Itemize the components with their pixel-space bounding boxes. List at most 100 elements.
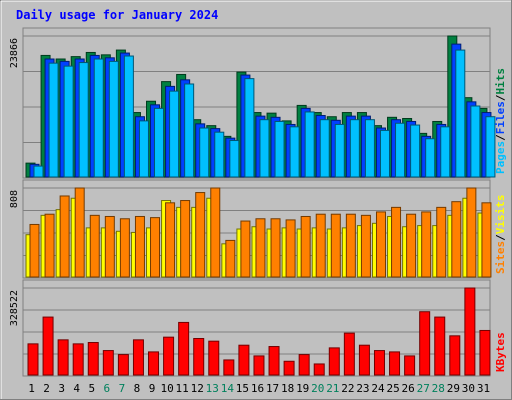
day-label-9: 9	[149, 382, 156, 395]
bar-sites-day-1	[29, 223, 40, 278]
day-label-13: 13	[206, 382, 219, 395]
day-label-5: 5	[88, 382, 95, 395]
bar-sites-day-20	[315, 213, 326, 278]
bar-pages-day-8	[138, 120, 149, 178]
day-label-8: 8	[134, 382, 141, 395]
bar-sites-day-9	[150, 217, 161, 278]
bar-pages-day-28	[440, 126, 451, 178]
bar-pages-day-21	[334, 123, 345, 178]
panel-hits-files-pages-max-label: 23866	[9, 38, 20, 68]
panel-visits-sites-max-label: 808	[9, 190, 20, 208]
day-label-4: 4	[73, 382, 80, 395]
bar-pages-day-1	[33, 165, 44, 178]
bar-pages-day-10	[169, 90, 180, 178]
bar-pages-day-25	[395, 122, 406, 178]
day-label-15: 15	[236, 382, 249, 395]
bar-sites-day-30	[466, 187, 477, 278]
day-label-17: 17	[266, 382, 279, 395]
legend-files: Files	[494, 101, 507, 134]
bar-kbytes-day-18	[283, 360, 295, 376]
bar-pages-day-27	[425, 138, 436, 178]
bar-kbytes-day-16	[253, 355, 265, 376]
bar-pages-day-16	[259, 119, 270, 178]
bar-sites-day-24	[375, 211, 386, 278]
bar-pages-day-20	[319, 119, 330, 178]
bar-kbytes-day-14	[223, 359, 235, 376]
legend-hits: Hits	[494, 68, 507, 95]
bar-kbytes-day-7	[117, 354, 129, 376]
bar-sites-day-3	[59, 195, 70, 278]
bar-kbytes-day-12	[193, 337, 205, 376]
bar-sites-day-11	[180, 200, 191, 278]
bar-sites-day-13	[210, 187, 221, 278]
bar-kbytes-day-25	[389, 351, 401, 376]
bar-pages-day-5	[93, 58, 104, 178]
bar-kbytes-day-31	[479, 329, 491, 376]
bar-kbytes-day-24	[373, 350, 385, 376]
bar-pages-day-31	[485, 116, 496, 178]
bar-sites-day-12	[195, 192, 206, 278]
legend-kbytes: KBytes	[494, 332, 507, 372]
bar-sites-day-6	[104, 215, 115, 278]
legend-separator: /	[494, 94, 507, 101]
bar-sites-day-18	[285, 219, 296, 278]
bar-kbytes-day-23	[358, 344, 370, 376]
day-label-7: 7	[119, 382, 126, 395]
day-label-26: 26	[402, 382, 415, 395]
bar-kbytes-day-17	[268, 346, 280, 376]
bar-sites-day-31	[481, 202, 492, 278]
bar-pages-day-11	[184, 83, 195, 178]
panel-visits-sites-legend: Sites/Visits	[494, 195, 507, 275]
day-label-31: 31	[477, 382, 490, 395]
bar-kbytes-day-22	[343, 332, 355, 376]
bar-pages-day-18	[289, 126, 300, 178]
bar-sites-day-19	[300, 215, 311, 278]
bar-kbytes-day-10	[163, 336, 175, 376]
bar-kbytes-day-11	[178, 321, 190, 376]
bar-pages-day-2	[48, 62, 59, 178]
bar-pages-day-30	[470, 105, 481, 178]
day-label-21: 21	[326, 382, 339, 395]
day-label-2: 2	[43, 382, 50, 395]
bar-pages-day-15	[244, 78, 255, 178]
bar-kbytes-day-27	[419, 311, 431, 376]
bar-pages-day-9	[154, 107, 165, 178]
bar-pages-day-23	[364, 119, 375, 178]
bar-pages-day-7	[123, 55, 134, 178]
panel-kbytes-max-label: 328522	[9, 290, 20, 326]
bar-pages-day-22	[349, 119, 360, 178]
bar-pages-day-14	[229, 140, 240, 178]
bar-kbytes-day-6	[102, 350, 114, 376]
bar-kbytes-day-8	[132, 339, 144, 376]
day-label-3: 3	[58, 382, 65, 395]
bar-sites-day-4	[74, 187, 85, 278]
legend-visits: Visits	[494, 195, 507, 235]
bar-kbytes-day-30	[464, 287, 476, 376]
day-label-28: 28	[432, 382, 445, 395]
bar-kbytes-day-20	[313, 363, 325, 376]
bar-sites-day-10	[165, 202, 176, 278]
bar-kbytes-day-2	[42, 316, 54, 376]
day-label-10: 10	[160, 382, 173, 395]
bar-sites-day-14	[225, 239, 236, 278]
day-label-1: 1	[28, 382, 35, 395]
bar-sites-day-28	[436, 206, 447, 278]
bar-sites-day-22	[345, 213, 356, 278]
day-label-12: 12	[191, 382, 204, 395]
day-label-18: 18	[281, 382, 294, 395]
day-label-16: 16	[251, 382, 264, 395]
bar-sites-day-23	[360, 214, 371, 278]
panel-hits-files-pages-legend: Pages/Files/Hits	[494, 68, 507, 174]
bar-pages-day-13	[214, 131, 225, 178]
bar-pages-day-17	[274, 120, 285, 178]
bar-pages-day-26	[410, 124, 421, 178]
chart-title: Daily usage for January 2024	[16, 8, 218, 22]
bar-pages-day-19	[304, 111, 315, 178]
bar-kbytes-day-21	[328, 347, 340, 376]
bar-pages-day-12	[199, 127, 210, 178]
bar-pages-day-29	[455, 49, 466, 178]
bar-sites-day-16	[255, 218, 266, 278]
panel-hits-files-pages-box	[22, 27, 491, 179]
bar-sites-day-8	[134, 215, 145, 278]
